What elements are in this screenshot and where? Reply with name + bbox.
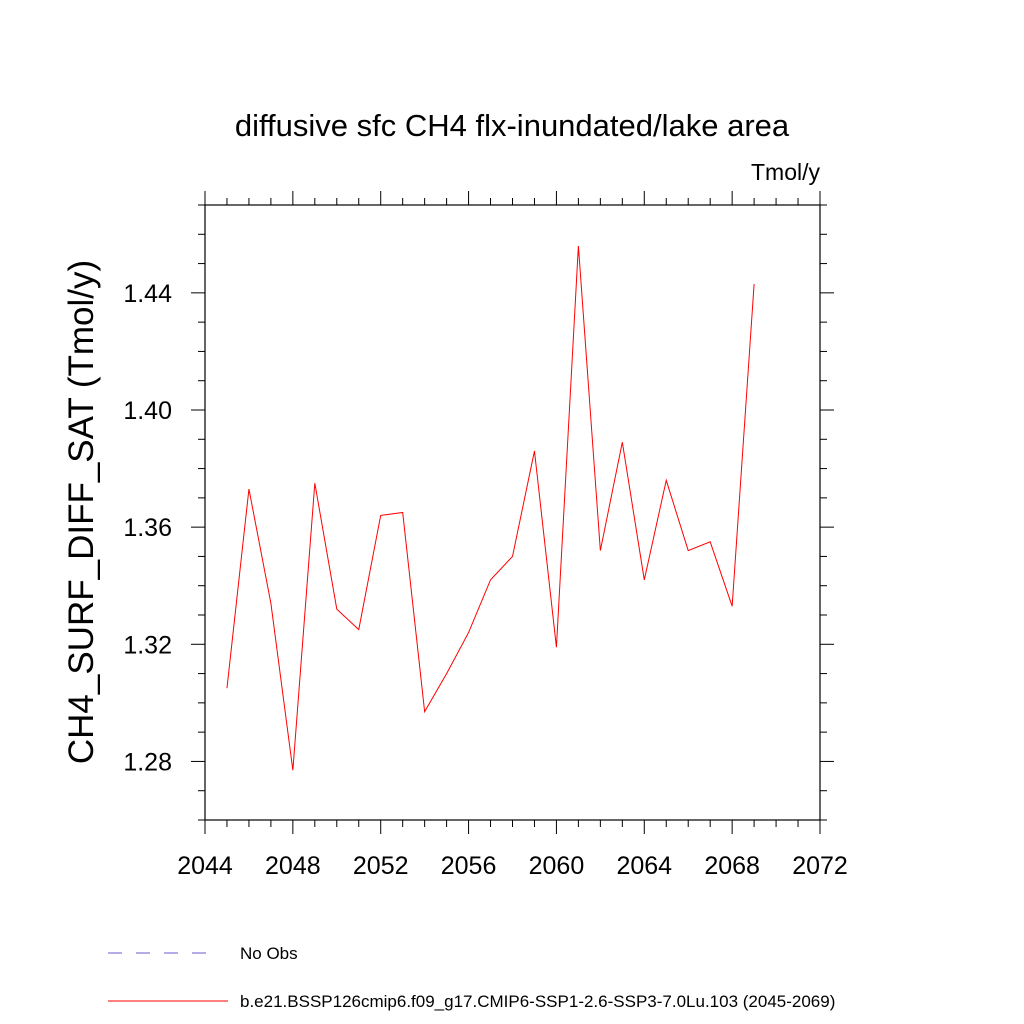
series-line xyxy=(226,245,755,771)
x-tick-label: 2072 xyxy=(792,852,848,880)
axis-ticks xyxy=(191,191,834,834)
x-tick-label: 2048 xyxy=(265,852,321,880)
x-tick-label: 2068 xyxy=(704,852,760,880)
units-label: Tmol/y xyxy=(751,159,821,185)
x-tick-label: 2044 xyxy=(177,852,233,880)
legend-label-series: b.e21.BSSP126cmip6.f09_g17.CMIP6-SSP1-2.… xyxy=(240,992,835,1011)
legend-label-no-obs: No Obs xyxy=(240,944,298,963)
x-tick-label: 2052 xyxy=(353,852,409,880)
y-tick-label: 1.44 xyxy=(123,280,172,308)
x-tick-label: 2056 xyxy=(441,852,497,880)
series-layer xyxy=(226,245,755,771)
tick-labels: 2044 2048 2052 2056 2060 2064 2068 2072 1.28 1.32… xyxy=(123,280,847,880)
y-axis-label: CH4_SURF_DIFF_SAT (Tmol/y) xyxy=(62,260,101,764)
legend: No Obs b.e21.BSSP126cmip6.f09_g17.CMIP6-… xyxy=(108,944,835,1011)
y-tick-label: 1.32 xyxy=(123,631,172,659)
y-tick-label: 1.36 xyxy=(123,514,172,542)
x-tick-label: 2064 xyxy=(616,852,672,880)
y-tick-label: 1.28 xyxy=(123,748,172,776)
chart-title: diffusive sfc CH4 flx-inundated/lake are… xyxy=(235,108,790,143)
y-tick-label: 1.40 xyxy=(123,397,172,425)
x-tick-label: 2060 xyxy=(529,852,585,880)
